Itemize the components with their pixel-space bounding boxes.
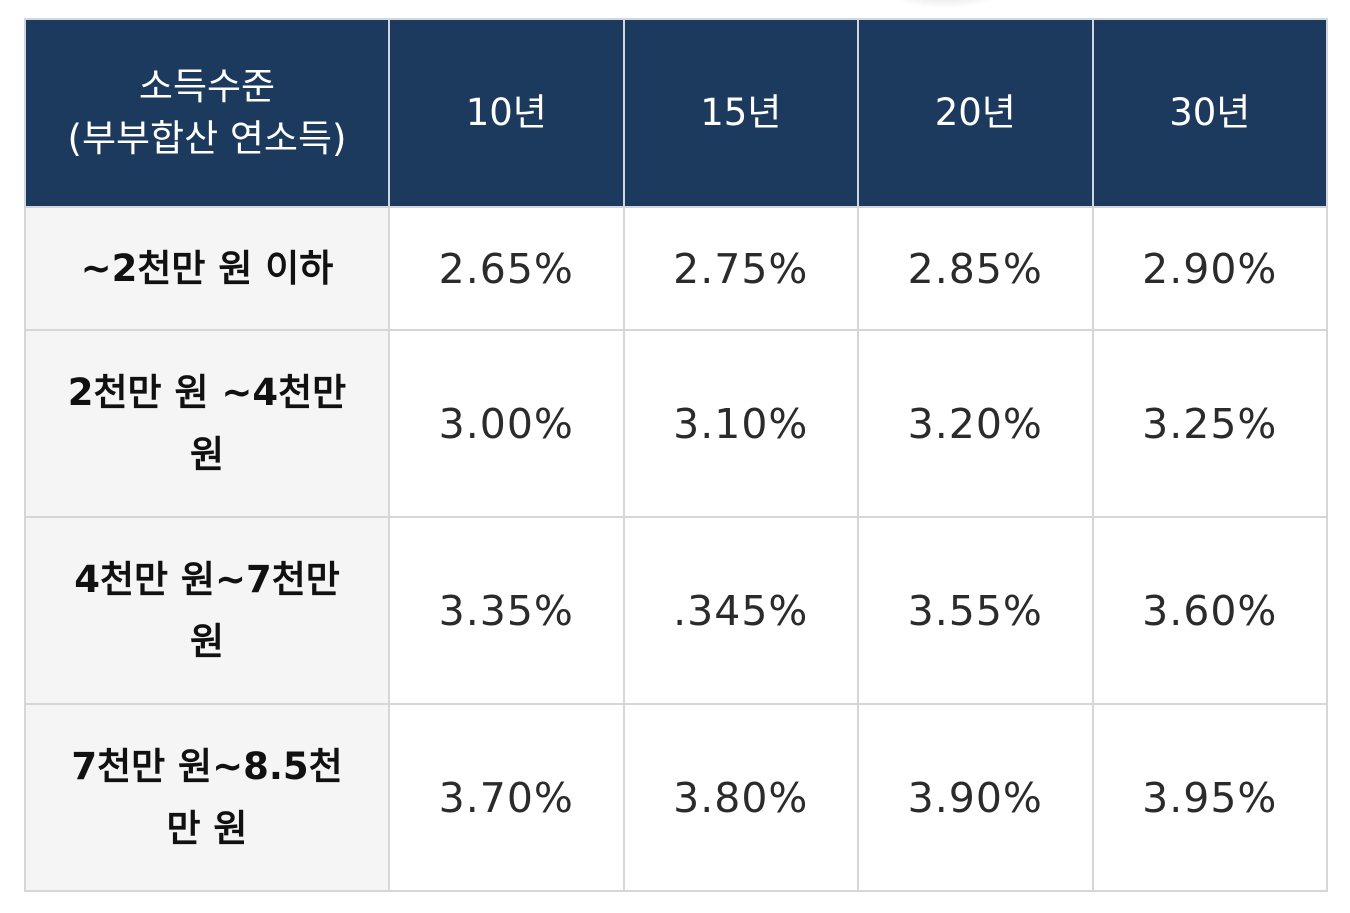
header-income-level: 소득수준 (부부합산 연소득) [24,18,390,208]
table-header-row: 소득수준 (부부합산 연소득) 10년 15년 20년 30년 [24,18,1328,208]
rate-cell: 3.80% [622,703,859,892]
table-row: 2천만 원 ~4천만 원 3.00% 3.10% 3.20% 3.25% [24,329,1328,518]
income-bracket-cell: 2천만 원 ~4천만 원 [24,329,390,518]
income-bracket-cell: ~2천만 원 이하 [24,206,390,331]
rate-cell: 3.55% [857,516,1094,705]
top-shadow-decoration [890,0,1000,8]
rate-cell: 3.00% [388,329,625,518]
rate-cell: 3.35% [388,516,625,705]
income-bracket-cell: 7천만 원~8.5천만 원 [24,703,390,892]
rate-cell: 2.65% [388,206,625,331]
rate-cell: 3.60% [1091,516,1328,705]
rate-cell: 3.10% [622,329,859,518]
rate-cell: 3.90% [857,703,1094,892]
rate-cell: 3.20% [857,329,1094,518]
header-term-20y: 20년 [857,18,1094,208]
table-row: 7천만 원~8.5천만 원 3.70% 3.80% 3.90% 3.95% [24,703,1328,892]
rate-cell: 2.85% [857,206,1094,331]
rate-cell: 3.95% [1091,703,1328,892]
table-row: ~2천만 원 이하 2.65% 2.75% 2.85% 2.90% [24,206,1328,331]
rate-cell: 2.90% [1091,206,1328,331]
header-term-15y: 15년 [622,18,859,208]
rate-cell: 3.70% [388,703,625,892]
rate-cell: .345% [622,516,859,705]
header-term-30y: 30년 [1091,18,1328,208]
income-bracket-cell: 4천만 원~7천만 원 [24,516,390,705]
interest-rate-table: 소득수준 (부부합산 연소득) 10년 15년 20년 30년 ~2천만 원 이… [24,18,1328,892]
rate-cell: 2.75% [622,206,859,331]
table-row: 4천만 원~7천만 원 3.35% .345% 3.55% 3.60% [24,516,1328,705]
header-term-10y: 10년 [388,18,625,208]
rate-cell: 3.25% [1091,329,1328,518]
